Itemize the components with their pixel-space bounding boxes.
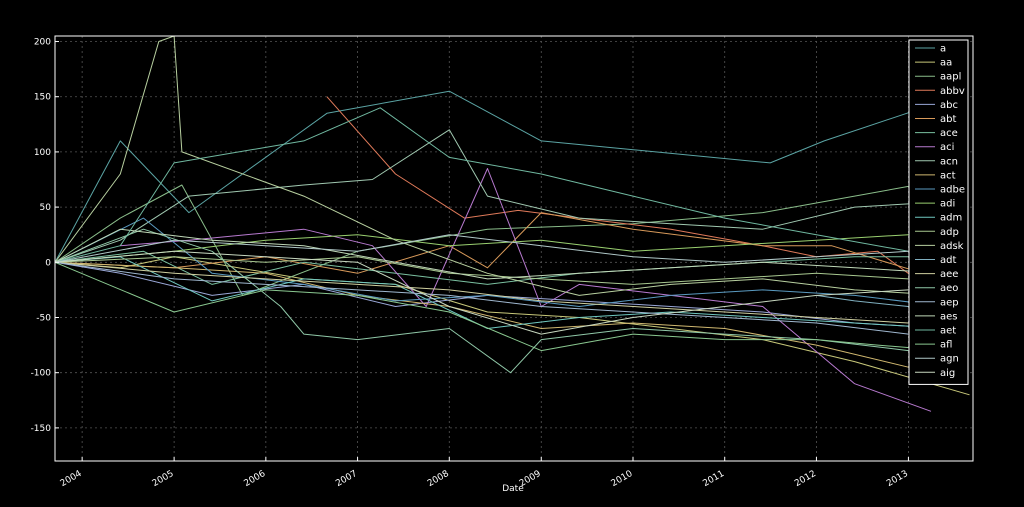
legend-label-abt: abt: [940, 114, 956, 125]
series-line-ace: [55, 250, 947, 285]
legend-label-afl: afl: [940, 340, 952, 351]
legend-label-a: a: [940, 44, 946, 55]
series-line-aee: [55, 261, 909, 324]
series-line-aes: [55, 228, 947, 280]
series-line-aet: [55, 107, 909, 263]
y-tick-label: 200: [34, 38, 51, 48]
series-line-acn: [55, 129, 947, 263]
legend-label-acn: acn: [940, 156, 958, 167]
legend-label-agn: agn: [940, 354, 959, 365]
legend-label-adp: adp: [940, 227, 959, 238]
y-tick-label: 100: [34, 148, 51, 158]
series-line-afl: [55, 261, 947, 352]
series-line-aci: [120, 168, 932, 412]
legend-label-adi: adi: [940, 199, 955, 210]
series-lines: [55, 36, 970, 412]
series-line-abbv: [326, 96, 947, 302]
series-line-aa: [55, 256, 970, 396]
grid-lines: [55, 36, 973, 461]
legend-label-adm: adm: [940, 213, 962, 224]
y-tick-label: -150: [31, 424, 52, 434]
legend-label-aapl: aapl: [940, 72, 961, 83]
legend-label-adsk: adsk: [940, 241, 964, 252]
series-line-aep: [55, 261, 909, 335]
series-line-aig: [55, 250, 909, 335]
legend-label-abbv: abbv: [940, 86, 965, 97]
series-line-a: [55, 90, 924, 263]
legend-label-aee: aee: [940, 269, 958, 280]
series-line-agn: [55, 234, 909, 263]
series-line-adbe: [55, 217, 947, 307]
legend-label-adt: adt: [940, 255, 956, 266]
y-tick-label: 0: [45, 258, 51, 268]
legend-box: [908, 39, 969, 385]
legend-label-aig: aig: [940, 368, 955, 379]
legend-label-adbe: adbe: [940, 185, 965, 196]
series-line-aeo: [55, 228, 909, 374]
legend-label-aep: aep: [940, 297, 959, 308]
legend-label-aeo: aeo: [940, 283, 958, 294]
series-line-adi: [55, 234, 909, 263]
legend: aaaaaplabbvabcabtaceaciacnactadbeadiadma…: [908, 39, 969, 385]
series-line-adp: [55, 256, 909, 285]
legend-label-abc: abc: [940, 100, 958, 111]
legend-label-aci: aci: [940, 142, 954, 153]
y-tick-label: -50: [36, 313, 51, 323]
legend-label-aa: aa: [940, 58, 952, 69]
legend-label-act: act: [940, 170, 956, 181]
legend-label-ace: ace: [940, 128, 958, 139]
plot-area-frame: [54, 35, 974, 462]
y-tick-label: 50: [40, 203, 52, 213]
series-line-aapl: [55, 179, 947, 296]
y-axis-ticks: 200 150 100 50 0 -50 -100 -150: [31, 38, 59, 434]
legend-label-aet: aet: [940, 326, 956, 337]
series-line-adsk: [55, 36, 947, 296]
legend-label-aes: aes: [940, 311, 958, 322]
y-tick-label: 150: [34, 93, 51, 103]
x-axis-label: Date: [502, 484, 524, 494]
y-tick-label: -100: [31, 369, 52, 379]
